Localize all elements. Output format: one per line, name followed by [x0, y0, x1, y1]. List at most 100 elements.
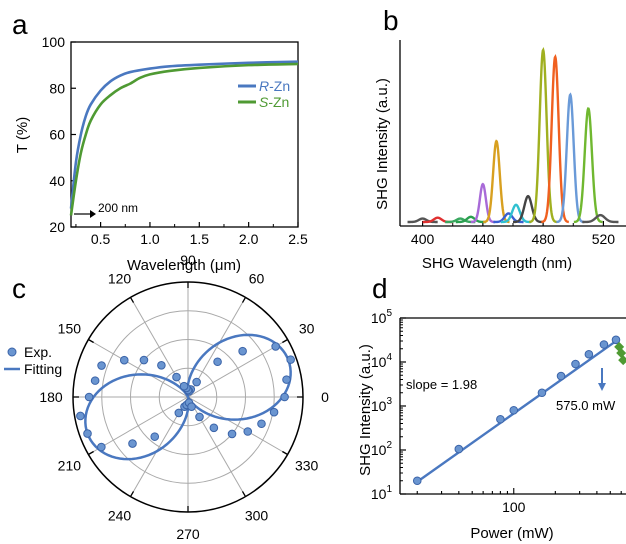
polar-tick-30: [282, 338, 288, 344]
exp-point-10: [282, 375, 291, 384]
angle-label-120: 120: [108, 270, 132, 286]
peak-518: [582, 213, 619, 224]
polar-data: [76, 333, 295, 461]
series-lines-a: [69, 60, 299, 216]
chart-d: 101 102 103 104 105 100 slope = 1.98 575.0 mW…: [357, 308, 626, 542]
annotation-200nm: 200 nm: [74, 201, 138, 218]
data-point-450: [599, 340, 609, 349]
xtick-label-a-1-5: 1.5: [190, 231, 210, 247]
exp-point-110: [179, 381, 189, 391]
data-point-80: [496, 414, 505, 424]
xtick-label-b-520: 520: [592, 231, 616, 247]
exp-point-200: [83, 429, 92, 438]
ytick-label-d-4: 104: [371, 352, 393, 370]
xlabel-d: Power (mW): [470, 525, 553, 542]
chart-b: 400 440 480 520 SHG Wavelength (nm) SHG Int…: [374, 40, 626, 272]
legend-label-s-zn: S-Zn: [259, 94, 289, 110]
polar-tick-210: [88, 450, 94, 456]
series-lines-b: [407, 47, 619, 224]
ylabel-d: SHG Intensity (a.u.): [357, 344, 374, 476]
exp-point-230: [150, 432, 160, 441]
polar-spoke-30: [187, 339, 288, 398]
data-point-20: [412, 476, 422, 486]
legend-label-fitting: Fitting: [24, 361, 62, 377]
exp-point-240: [174, 408, 184, 418]
data-point-160: [537, 388, 547, 398]
panel-label-d: d: [372, 273, 388, 304]
exp-point-290: [187, 402, 196, 412]
ytick-label-d-5: 105: [371, 308, 393, 326]
peak-462: [500, 203, 532, 224]
axis-ticks-d: 101 102 103 104 105 100: [371, 308, 622, 515]
polar-grid: 0 30 60 90 120 150 180 210 240 270 300 330: [39, 252, 329, 542]
ytick-label-a-60: 60: [49, 127, 65, 143]
ytick-label-a-100: 100: [42, 34, 66, 50]
peak-449: [483, 139, 510, 224]
ytick-label-d-3: 103: [371, 396, 393, 414]
polar-tick-150: [88, 338, 94, 344]
exp-point-210: [97, 442, 106, 452]
exp-point-140: [139, 355, 149, 365]
xtick-label-d-100: 100: [502, 499, 526, 515]
angle-label-150: 150: [58, 321, 82, 337]
angle-label-300: 300: [245, 508, 269, 524]
polar-spoke-300: [187, 396, 246, 497]
chart-c: 0 30 60 90 120 150 180 210 240 270 300 330 Exp. Fit…: [4, 252, 329, 542]
ylabel-b: SHG Intensity (a.u.): [374, 78, 391, 210]
exp-point-330: [243, 427, 253, 436]
chart-a: 0.5 1.0 1.5 2.0 2.5 20 40 60 80 100 Wavelength (μ…: [14, 34, 308, 274]
peak-432: [455, 215, 486, 224]
series-line-s-zn: [69, 62, 299, 216]
exp-point-20: [286, 355, 295, 364]
legend-a: R-Zn S-Zn: [238, 78, 290, 110]
exp-point-170: [90, 376, 100, 385]
ytick-label-d-1: 101: [371, 484, 393, 502]
angle-label-240: 240: [108, 508, 132, 524]
exp-point-50: [213, 357, 222, 367]
green-point-600: [616, 348, 626, 359]
exp-point-130: [157, 360, 166, 370]
ytick-label-a-80: 80: [49, 80, 65, 96]
exp-point-310: [209, 423, 219, 433]
polar-tick-300: [241, 491, 247, 497]
ylabel-a: T (%): [14, 117, 31, 153]
peak-510: [573, 107, 603, 224]
panel-label-a: a: [12, 9, 28, 40]
series-line-r-zn: [69, 60, 299, 209]
panel-label-c: c: [12, 273, 26, 304]
exp-point-320: [227, 429, 237, 439]
data-point-350: [584, 349, 594, 359]
exp-point-60: [192, 377, 201, 387]
data-point-280: [571, 359, 580, 369]
xtick-label-a-2-0: 2.0: [239, 231, 259, 247]
annotation-label-a: 200 nm: [98, 201, 138, 215]
peak-440: [470, 182, 495, 224]
legend-label-r-zn: R-Zn: [259, 78, 290, 94]
polar-tick-60: [241, 297, 247, 303]
polar-tick-120: [129, 297, 135, 303]
exp-point-120: [172, 372, 181, 382]
peak-480: [529, 47, 557, 224]
ytick-label-d-2: 102: [371, 440, 393, 458]
polar-tick-330: [282, 450, 288, 456]
angle-label-330: 330: [295, 458, 319, 474]
angle-label-270: 270: [176, 526, 200, 542]
xlabel-b: SHG Wavelength (nm): [422, 255, 572, 272]
xtick-label-a-1-0: 1.0: [140, 231, 160, 247]
ytick-label-a-20: 20: [49, 219, 65, 235]
exp-point-160: [97, 361, 106, 370]
green-point-620: [618, 355, 626, 366]
series-d: [412, 335, 626, 486]
exp-point-40: [238, 346, 247, 356]
arrow-head-icon: [90, 210, 96, 218]
angle-label-0: 0: [321, 389, 329, 405]
data-point-550: [611, 335, 621, 345]
axis-ticks-b: 400 440 480 520: [411, 221, 615, 247]
exp-point-30: [271, 342, 280, 351]
data-point-100: [509, 405, 519, 415]
data-point-40: [454, 444, 464, 454]
peak-470: [513, 194, 544, 224]
polar-outer-ring: [72, 281, 304, 513]
angle-label-180: 180: [39, 389, 63, 405]
xtick-label-b-440: 440: [471, 231, 495, 247]
